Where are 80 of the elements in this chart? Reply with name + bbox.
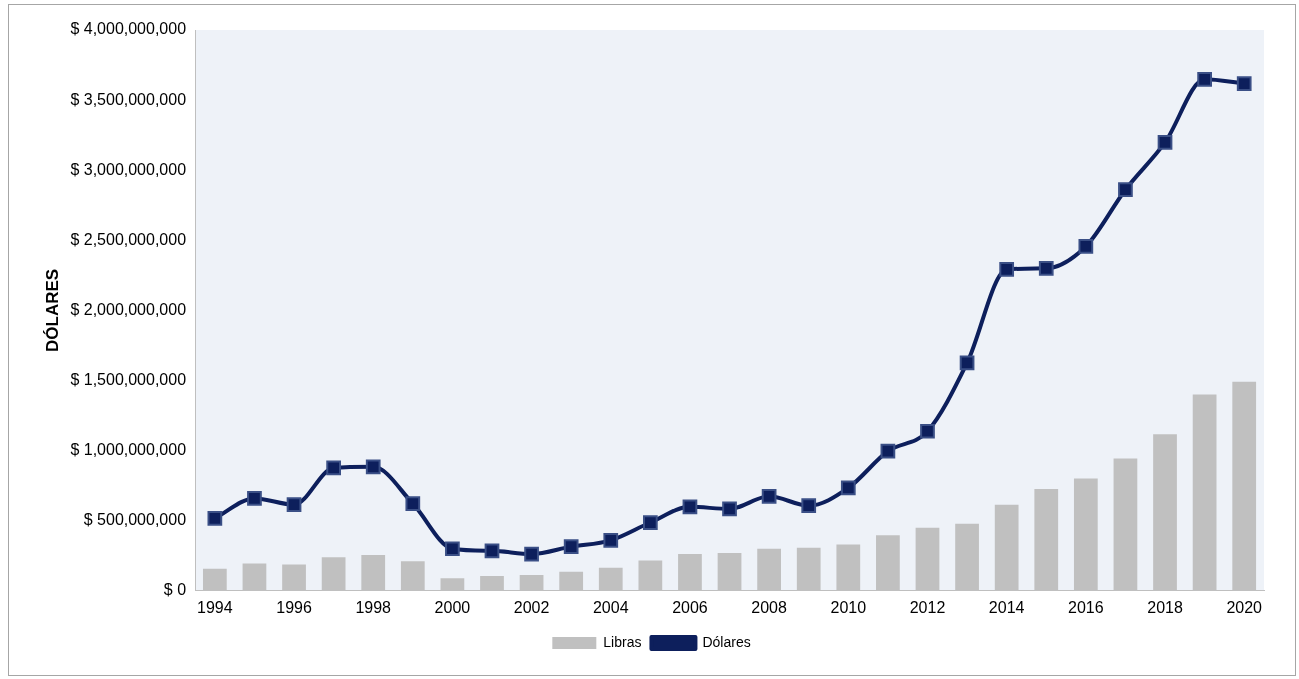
bar bbox=[915, 527, 940, 591]
bar bbox=[1153, 434, 1177, 591]
x-tick-label: 2020 bbox=[1226, 598, 1263, 616]
y-tick-label: $ 2,500,000,000 bbox=[70, 230, 187, 248]
legend-label: Dólares bbox=[702, 633, 751, 650]
bar bbox=[994, 504, 1019, 591]
y-tick-label: $ 1,500,000,000 bbox=[70, 370, 187, 388]
bar bbox=[638, 560, 663, 591]
bar bbox=[1034, 488, 1059, 591]
y-tick-label: $ 3,500,000,000 bbox=[70, 90, 187, 108]
point bbox=[801, 498, 817, 514]
y-tick-label: $ 1,000,000,000 bbox=[70, 441, 187, 459]
point bbox=[207, 510, 223, 526]
bar bbox=[400, 561, 425, 591]
x-tick-label: 2002 bbox=[513, 598, 550, 616]
point bbox=[603, 532, 619, 548]
x-tick-label: 2016 bbox=[1068, 598, 1104, 616]
x-tick-label: 2008 bbox=[751, 598, 788, 616]
point bbox=[445, 541, 460, 557]
bar bbox=[202, 568, 227, 591]
point bbox=[761, 488, 777, 504]
bar bbox=[282, 564, 306, 591]
bar bbox=[480, 576, 504, 591]
point bbox=[365, 459, 381, 475]
point bbox=[1118, 182, 1133, 198]
point bbox=[682, 499, 698, 515]
bar bbox=[440, 578, 465, 591]
point bbox=[247, 491, 262, 506]
point bbox=[1038, 260, 1054, 276]
point bbox=[999, 262, 1015, 277]
point bbox=[642, 515, 658, 530]
y-tick-label: $ 2,000,000,000 bbox=[70, 300, 187, 318]
bar bbox=[1113, 458, 1138, 591]
bar bbox=[836, 544, 861, 591]
bar bbox=[955, 523, 979, 591]
x-tick-label: 1996 bbox=[276, 598, 312, 616]
point bbox=[880, 443, 896, 459]
point bbox=[1078, 238, 1094, 254]
bar bbox=[321, 557, 346, 591]
point bbox=[484, 543, 500, 559]
bar bbox=[1073, 478, 1098, 591]
legend-label: Libras bbox=[603, 633, 642, 650]
point bbox=[1157, 135, 1173, 150]
y-tick-label: $ 0 bbox=[163, 581, 187, 599]
x-tick-label: 2012 bbox=[909, 598, 946, 616]
point bbox=[722, 501, 737, 517]
x-tick-label: 1998 bbox=[355, 598, 392, 616]
point bbox=[563, 539, 579, 554]
point bbox=[920, 423, 935, 439]
bar bbox=[361, 555, 386, 591]
bar bbox=[796, 547, 821, 591]
bar bbox=[678, 554, 702, 591]
point bbox=[1197, 71, 1212, 87]
bar bbox=[1232, 381, 1257, 591]
y-tick-label: $ 4,000,000,000 bbox=[70, 20, 187, 38]
bar bbox=[757, 548, 781, 591]
point bbox=[840, 480, 856, 496]
x-tick-label: 2000 bbox=[434, 598, 471, 616]
bar bbox=[876, 535, 900, 591]
bar bbox=[519, 575, 544, 591]
bar bbox=[242, 563, 267, 591]
x-tick-label: 2014 bbox=[988, 598, 1025, 616]
x-tick-label: 2018 bbox=[1147, 598, 1183, 616]
x-tick-label: 1994 bbox=[197, 598, 233, 616]
point bbox=[959, 355, 975, 371]
bar bbox=[717, 552, 742, 591]
point bbox=[1236, 76, 1252, 91]
point bbox=[405, 496, 421, 511]
point bbox=[524, 546, 539, 562]
bar bbox=[598, 567, 623, 591]
bar bbox=[1192, 394, 1217, 591]
y-tick-label: $ 500,000,000 bbox=[83, 511, 187, 529]
point bbox=[286, 497, 302, 513]
y-axis-title: DÓLARES bbox=[42, 268, 62, 352]
x-tick-label: 2010 bbox=[830, 598, 867, 616]
x-tick-label: 2006 bbox=[672, 598, 708, 616]
x-tick-label: 2004 bbox=[592, 598, 629, 616]
bar bbox=[559, 571, 584, 591]
point bbox=[326, 460, 341, 476]
y-tick-label: $ 3,000,000,000 bbox=[70, 160, 187, 178]
